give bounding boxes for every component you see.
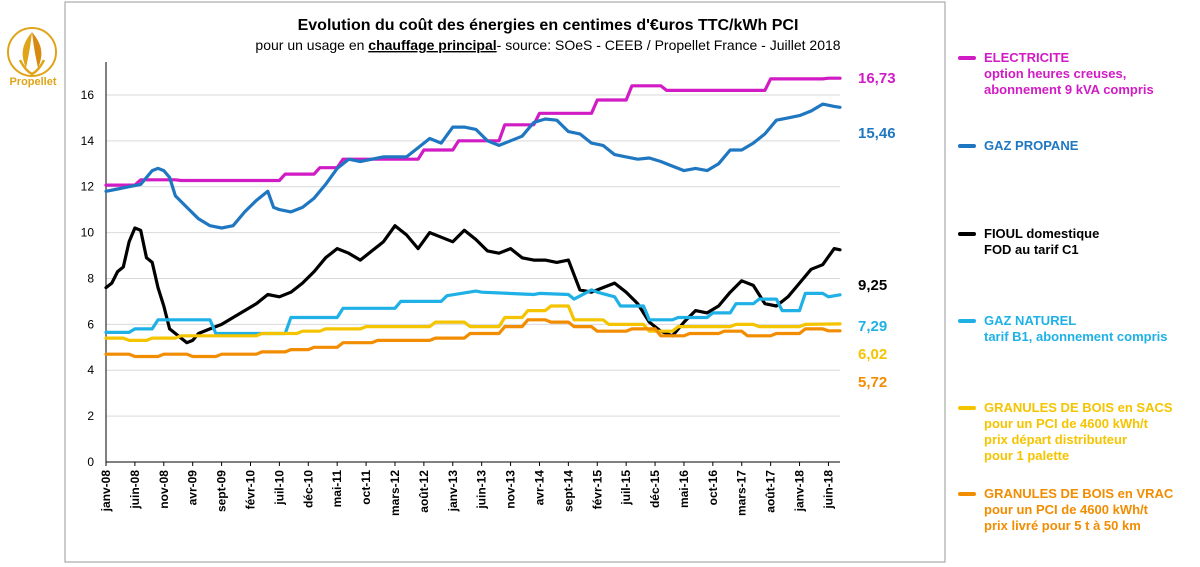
- legend-text: ELECTRICITE: [984, 50, 1070, 65]
- legend-text: option heures creuses,: [984, 66, 1127, 81]
- y-tick-label: 2: [87, 409, 94, 423]
- series-end-label: 7,29: [858, 318, 887, 335]
- y-tick-label: 14: [81, 134, 95, 148]
- legend-item: FIOUL domestique FOD au tarif C1: [958, 226, 1099, 258]
- x-tick-label: janv-18: [793, 470, 807, 513]
- x-tick-label: déc-10: [301, 470, 315, 508]
- chart-title: Evolution du coût des énergies en centim…: [298, 17, 799, 34]
- legend-item: GRANULES DE BOIS en SACS pour un PCI de 4…: [958, 400, 1173, 464]
- legend-swatch: [958, 144, 976, 148]
- legend-swatch: [958, 56, 976, 60]
- x-tick-label: oct-11: [359, 470, 373, 505]
- x-tick-label: nov-08: [157, 470, 171, 509]
- y-tick-label: 12: [81, 180, 95, 194]
- series-line: [104, 318, 842, 359]
- series-line: [104, 76, 842, 187]
- series-end-label: 16,73: [858, 70, 896, 87]
- chart-subtitle: pour un usage en chauffage principal- so…: [255, 37, 840, 53]
- y-tick-label: 6: [87, 317, 94, 331]
- x-tick-label: avr-09: [186, 470, 200, 506]
- legend-text: FOD au tarif C1: [984, 242, 1079, 257]
- y-tick-label: 16: [81, 88, 95, 102]
- x-tick-label: juin-18: [821, 470, 835, 510]
- y-tick-label: 8: [87, 271, 94, 285]
- legend-text: GRANULES DE BOIS en VRAC: [984, 486, 1174, 501]
- end-value-labels: 16,73 15,46 9,25 7,29 6,02 5,72: [858, 70, 896, 391]
- legend-text: tarif B1, abonnement compris: [984, 329, 1168, 344]
- legend-text: prix départ distributeur: [984, 432, 1128, 447]
- plot-frame: [64, 1, 946, 563]
- x-tick-label: sept-14: [561, 470, 575, 512]
- series-end-label: 9,25: [858, 277, 887, 294]
- x-tick-label: mars-12: [388, 470, 402, 516]
- subtitle-suffix: - source: SOeS - CEEB / Propellet France…: [497, 37, 841, 53]
- series-end-label: 5,72: [858, 374, 887, 391]
- x-tick-label: août-17: [764, 470, 778, 513]
- legend-text: GAZ NATUREL: [984, 313, 1077, 328]
- y-tick-label: 0: [87, 455, 94, 469]
- x-tick-label: févr-15: [590, 470, 604, 510]
- series-line: [104, 304, 842, 342]
- legend-text: prix livré pour 5 t à 50 km: [984, 518, 1141, 533]
- legend-text: GAZ PROPANE: [984, 138, 1079, 153]
- series-end-label: 15,46: [858, 125, 896, 142]
- x-tick-label: nov-13: [504, 470, 518, 509]
- y-tick-label: 4: [87, 363, 94, 377]
- x-tick-label: juin-08: [128, 470, 142, 510]
- legend-item: GAZ NATUREL tarif B1, abonnement compris: [958, 313, 1167, 345]
- series-line: [104, 102, 842, 230]
- propellet-logo-icon: [2, 24, 62, 94]
- legend-text: pour un PCI de 4600 kWh/t: [984, 502, 1148, 517]
- x-tick-label: juin-13: [475, 470, 489, 510]
- series-lines: [104, 76, 842, 359]
- subtitle-underlined: chauffage principal: [368, 37, 496, 53]
- series-line: [104, 224, 842, 345]
- legend-text: GRANULES DE BOIS en SACS: [984, 400, 1173, 415]
- x-tick-label: sept-09: [215, 470, 229, 512]
- x-tick-label: juil-15: [619, 470, 633, 506]
- legend-item: ELECTRICITE option heures creuses, abonnem…: [958, 50, 1154, 98]
- x-tick-label: mai-11: [330, 470, 344, 508]
- subtitle-prefix: pour un usage en: [255, 37, 368, 53]
- legend-item: GRANULES DE BOIS en VRAC pour un PCI de 4…: [958, 486, 1173, 534]
- legend-item: GAZ PROPANE: [958, 138, 1078, 154]
- legend-swatch: [958, 492, 976, 496]
- series-end-label: 6,02: [858, 346, 887, 363]
- legend-swatch: [958, 319, 976, 323]
- legend-text: pour un PCI de 4600 kWh/t: [984, 416, 1148, 431]
- logo-name: Propellet: [9, 76, 57, 88]
- x-tick-label: août-12: [417, 470, 431, 513]
- legend-text: pour 1 palette: [984, 448, 1070, 463]
- x-tick-label: janv-13: [446, 470, 460, 513]
- legend-text: FIOUL domestique: [984, 226, 1100, 241]
- x-tick-label: janv-08: [99, 470, 113, 513]
- x-tick-label: juil-10: [272, 470, 286, 506]
- x-tick-label: mai-16: [677, 470, 691, 508]
- x-tick-label: déc-15: [648, 470, 662, 508]
- x-tick-label: avr-14: [532, 470, 546, 506]
- x-tick-label: oct-16: [706, 470, 720, 506]
- y-axis-ticks: 0 2 4 6 8 10 12 14 16: [81, 88, 95, 469]
- legend-swatch: [958, 232, 976, 236]
- x-axis-ticks: janv-08 juin-08 nov-08 avr-09 sept-09 févr-10…: [99, 462, 835, 516]
- legend-swatch: [958, 406, 976, 410]
- y-tick-label: 10: [81, 226, 95, 240]
- gridlines: [105, 62, 840, 463]
- x-tick-label: févr-10: [243, 470, 257, 510]
- x-tick-label: mars-17: [735, 470, 749, 516]
- legend-text: abonnement 9 kVA compris: [984, 82, 1154, 97]
